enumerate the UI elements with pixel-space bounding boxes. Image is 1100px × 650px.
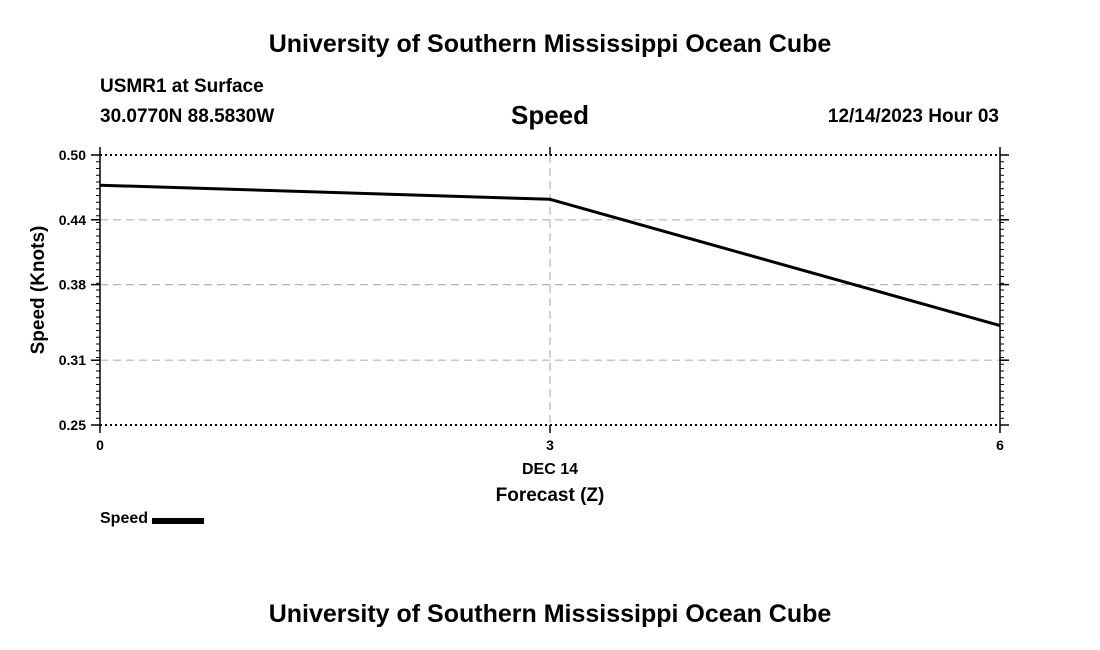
footer-title: University of Southern Mississippi Ocean… <box>268 600 832 628</box>
grid-layer <box>100 155 1000 425</box>
x-axis-label: Forecast (Z) <box>496 485 605 506</box>
y-tick-label: 0.25 <box>59 417 86 433</box>
station-label: USMR1 at Surface <box>100 76 264 97</box>
chart-legend: Speed <box>100 510 205 528</box>
tick-layer: 0.50 0.44 0.38 0.31 0.25 0 3 6 <box>59 147 1009 453</box>
x-tick-label: 3 <box>546 437 554 453</box>
x-tick-label: 6 <box>996 437 1004 453</box>
y-axis-label: Speed (Knots) <box>28 226 49 355</box>
legend-label: Speed <box>100 510 149 527</box>
series-layer <box>99 183 1001 328</box>
y-tick-label: 0.38 <box>59 277 86 293</box>
y-tick-label: 0.31 <box>59 352 86 368</box>
station-coordinates: 30.0770N 88.5830W <box>100 106 275 127</box>
x-axis-date-label: DEC 14 <box>522 461 578 478</box>
x-tick-label: 0 <box>96 437 104 453</box>
forecast-datetime: 12/14/2023 Hour 03 <box>827 106 999 127</box>
legend-line-swatch <box>152 518 205 524</box>
y-tick-label: 0.50 <box>59 147 86 163</box>
chart-title: Speed <box>510 100 590 130</box>
y-tick-label: 0.44 <box>59 212 86 228</box>
page-title: University of Southern Mississippi Ocean… <box>268 30 832 58</box>
series-line-speed <box>99 183 1001 328</box>
